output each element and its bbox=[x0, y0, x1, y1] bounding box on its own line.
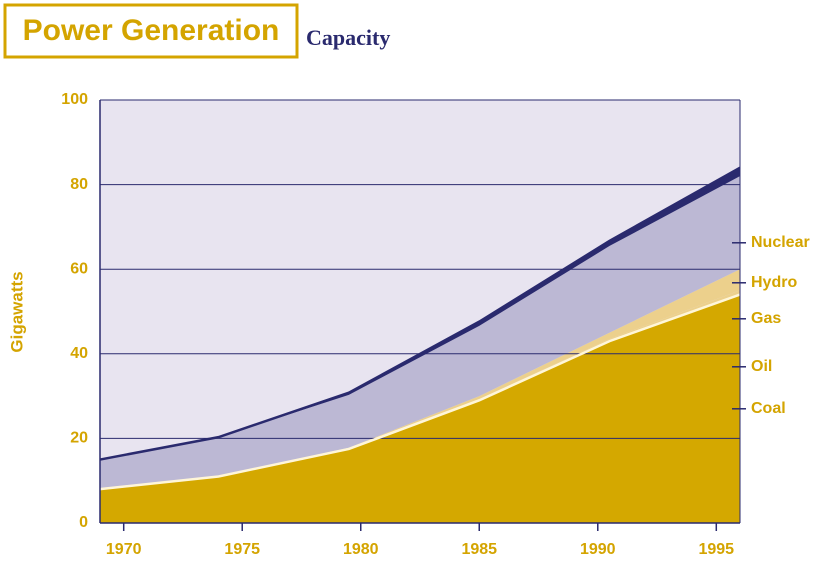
y-tick-label: 0 bbox=[79, 514, 88, 531]
area bbox=[100, 176, 740, 490]
legend-label: Hydro bbox=[751, 274, 797, 291]
y-tick-label: 80 bbox=[70, 176, 88, 193]
y-axis-label: Gigawatts bbox=[7, 271, 26, 352]
y-tick-label: 60 bbox=[70, 260, 88, 277]
area bbox=[100, 294, 740, 523]
chart-title: Power Generation bbox=[23, 14, 280, 47]
y-tick-label: 20 bbox=[70, 430, 88, 447]
legend-label: Oil bbox=[751, 358, 772, 375]
legend-label: Gas bbox=[751, 310, 781, 327]
x-tick-label: 1995 bbox=[698, 541, 734, 558]
x-tick-label: 1990 bbox=[580, 541, 616, 558]
x-tick-label: 1975 bbox=[224, 541, 260, 558]
y-tick-label: 40 bbox=[70, 345, 88, 362]
x-tick-label: 1980 bbox=[343, 541, 379, 558]
title-box bbox=[3, 3, 299, 59]
chart-subtitle: Capacity bbox=[306, 25, 390, 50]
legend-label: Nuclear bbox=[751, 234, 810, 251]
area-edge bbox=[99, 293, 741, 491]
x-tick-label: 1985 bbox=[461, 541, 497, 558]
y-tick-label: 100 bbox=[61, 91, 88, 108]
x-tick-label: 1970 bbox=[106, 541, 142, 558]
legend-label: Coal bbox=[751, 400, 786, 417]
area-edge bbox=[99, 166, 741, 461]
